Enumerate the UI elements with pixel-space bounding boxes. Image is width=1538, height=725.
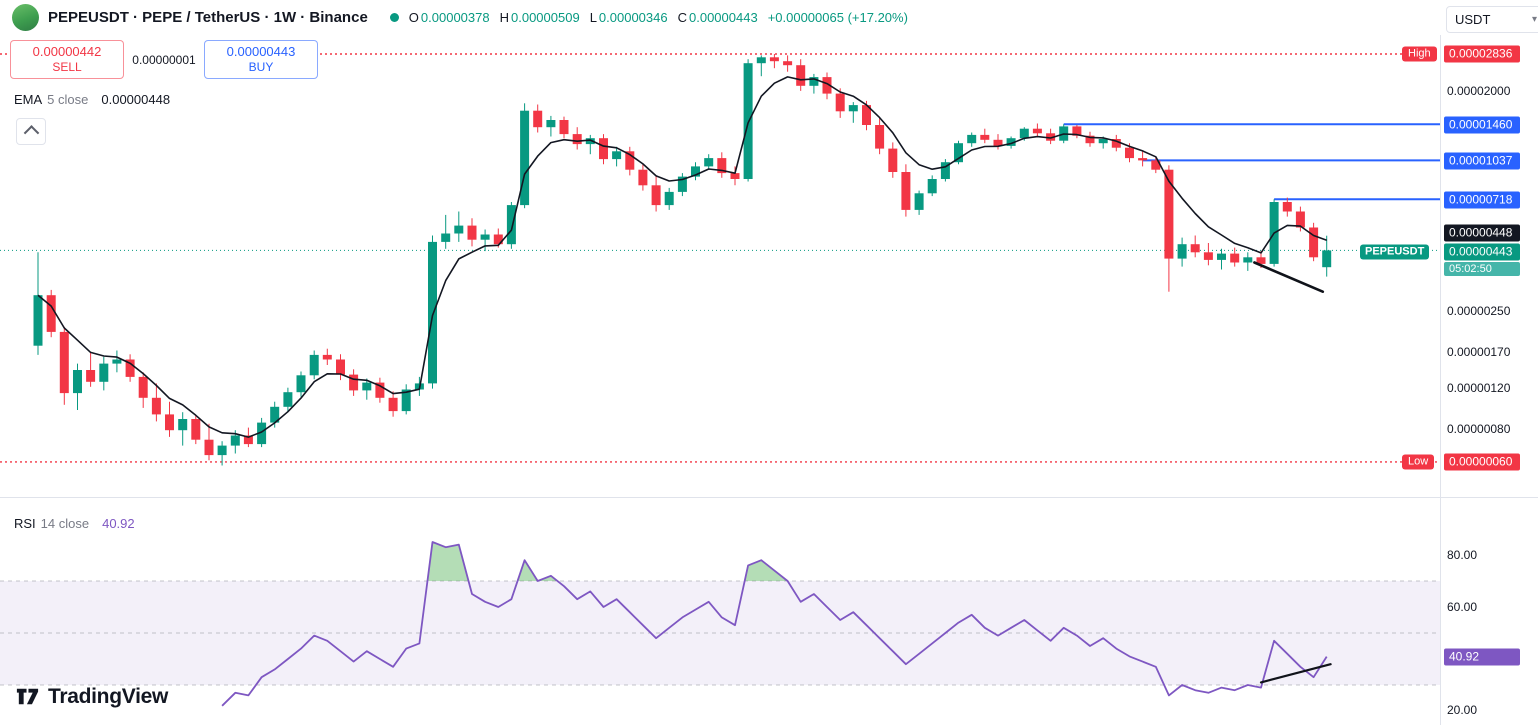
chevron-down-icon: ▾ [1531, 14, 1537, 25]
buy-button[interactable]: 0.00000443 BUY [204, 40, 318, 79]
sell-price: 0.00000442 [32, 44, 102, 59]
chart-header: PEPEUSDT · PEPE / TetherUS · 1W · Binanc… [0, 0, 1538, 35]
price-axis-border [1440, 35, 1441, 725]
open-value: 0.00000378 [420, 10, 490, 25]
buy-label: BUY [248, 60, 274, 74]
collapse-panel-button[interactable] [16, 118, 46, 145]
rsi-value: 40.92 [102, 516, 135, 531]
symbol-title[interactable]: PEPEUSDT · PEPE / TetherUS · 1W · Binanc… [48, 9, 368, 26]
low-label: L [589, 10, 597, 25]
ema-indicator-legend[interactable]: EMA 5 close 0.00000448 [14, 92, 170, 107]
close-label: C [677, 10, 687, 25]
tradingview-logo-text: TradingView [48, 684, 169, 708]
ema-params: 5 close [47, 92, 89, 107]
rsi-params: 14 close [40, 516, 90, 531]
rsi-name: RSI [14, 516, 36, 531]
chevron-up-icon [23, 125, 39, 141]
ema-line [37, 76, 1327, 438]
close-value: 0.00000443 [689, 10, 758, 25]
ema-name: EMA [14, 92, 43, 107]
rsi-line [221, 541, 1328, 707]
symbol-logo [12, 4, 39, 31]
currency-label: USDT [1455, 12, 1491, 27]
open-label: O [408, 10, 419, 25]
candle-bodies [33, 57, 1332, 456]
ohlc-readout: O 0.00000378 H 0.00000509 L 0.00000346 C 0.0… [409, 10, 908, 25]
currency-selector[interactable]: USDT ▾ [1446, 6, 1538, 33]
panel-resize-handle[interactable] [0, 497, 1538, 498]
high-label: H [499, 10, 509, 25]
candle-wicks [37, 54, 1328, 466]
high-value: 0.00000509 [511, 10, 580, 25]
trade-panel: 0.00000442 SELL 0.00000001 0.00000443 BU… [10, 40, 318, 79]
tradingview-logo[interactable]: TradingView [14, 683, 168, 710]
change-value: +0.00000065 (+17.20%) [767, 10, 908, 25]
ema-value: 0.00000448 [101, 92, 171, 107]
price-trendline [1253, 261, 1325, 294]
sell-button[interactable]: 0.00000442 SELL [10, 40, 124, 79]
rsi-overbought-fill [427, 542, 788, 581]
tradingview-logo-icon [16, 688, 39, 705]
status-dot [389, 13, 399, 22]
spread-value: 0.00000001 [124, 50, 204, 69]
rsi-indicator-legend[interactable]: RSI 14 close 40.92 [14, 516, 135, 531]
low-value: 0.00000346 [598, 10, 668, 25]
sell-label: SELL [52, 60, 82, 74]
buy-price: 0.00000443 [226, 44, 296, 59]
rsi-trendline [1259, 663, 1332, 684]
